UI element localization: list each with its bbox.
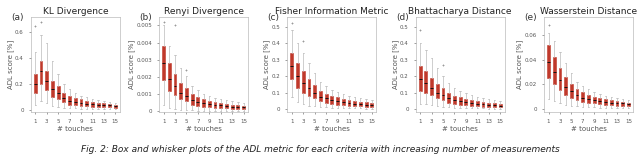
PathPatch shape <box>482 102 484 107</box>
PathPatch shape <box>342 99 345 105</box>
Text: (a): (a) <box>11 13 24 22</box>
PathPatch shape <box>220 103 222 108</box>
PathPatch shape <box>34 74 36 93</box>
PathPatch shape <box>40 61 42 84</box>
PathPatch shape <box>236 105 239 109</box>
PathPatch shape <box>330 96 333 104</box>
PathPatch shape <box>621 102 624 106</box>
PathPatch shape <box>162 46 165 80</box>
PathPatch shape <box>97 103 100 107</box>
PathPatch shape <box>353 101 356 106</box>
PathPatch shape <box>308 79 310 96</box>
PathPatch shape <box>419 66 422 91</box>
PathPatch shape <box>79 99 83 106</box>
PathPatch shape <box>319 91 322 101</box>
PathPatch shape <box>57 87 60 99</box>
PathPatch shape <box>371 103 373 107</box>
Y-axis label: ADL score [%]: ADL score [%] <box>392 40 399 89</box>
PathPatch shape <box>202 99 205 107</box>
PathPatch shape <box>114 105 116 108</box>
PathPatch shape <box>102 103 106 107</box>
PathPatch shape <box>45 71 48 90</box>
Text: Fig. 2: Box and whisker plots of the ADL metric for each criteria with increasin: Fig. 2: Box and whisker plots of the ADL… <box>81 145 559 154</box>
Y-axis label: ADL score [%]: ADL score [%] <box>264 40 270 89</box>
PathPatch shape <box>91 102 94 107</box>
PathPatch shape <box>179 83 182 99</box>
PathPatch shape <box>476 101 479 106</box>
PathPatch shape <box>493 103 496 107</box>
PathPatch shape <box>564 77 567 95</box>
Title: KL Divergence: KL Divergence <box>42 7 108 16</box>
PathPatch shape <box>430 78 433 95</box>
PathPatch shape <box>208 101 211 107</box>
Text: (d): (d) <box>396 13 409 22</box>
PathPatch shape <box>74 98 77 105</box>
PathPatch shape <box>487 103 490 107</box>
PathPatch shape <box>196 97 199 106</box>
PathPatch shape <box>231 105 234 109</box>
PathPatch shape <box>453 95 456 104</box>
PathPatch shape <box>185 88 188 101</box>
PathPatch shape <box>168 63 171 91</box>
PathPatch shape <box>359 102 362 106</box>
PathPatch shape <box>575 89 579 100</box>
PathPatch shape <box>499 104 502 107</box>
PathPatch shape <box>465 99 467 105</box>
PathPatch shape <box>459 97 461 105</box>
Text: (c): (c) <box>268 13 280 22</box>
PathPatch shape <box>447 93 450 103</box>
PathPatch shape <box>68 95 71 105</box>
PathPatch shape <box>587 95 590 103</box>
Title: Fisher Information Metric: Fisher Information Metric <box>275 7 388 16</box>
PathPatch shape <box>336 97 339 105</box>
PathPatch shape <box>225 103 228 108</box>
PathPatch shape <box>436 84 439 98</box>
X-axis label: # touches: # touches <box>442 126 478 132</box>
PathPatch shape <box>581 92 584 102</box>
PathPatch shape <box>324 93 328 103</box>
PathPatch shape <box>296 63 299 88</box>
Text: (e): (e) <box>524 13 537 22</box>
Title: Wasserstein Distance: Wasserstein Distance <box>540 7 637 16</box>
Title: Bhattacharya Distance: Bhattacharya Distance <box>408 7 512 16</box>
PathPatch shape <box>627 103 630 106</box>
PathPatch shape <box>559 68 561 90</box>
X-axis label: # touches: # touches <box>314 126 350 132</box>
PathPatch shape <box>63 93 65 102</box>
PathPatch shape <box>610 100 612 105</box>
PathPatch shape <box>604 99 607 105</box>
PathPatch shape <box>173 74 177 95</box>
PathPatch shape <box>291 53 293 79</box>
Y-axis label: ADL score [%]: ADL score [%] <box>128 40 135 89</box>
Y-axis label: ADL score [%]: ADL score [%] <box>516 40 524 89</box>
PathPatch shape <box>348 100 351 106</box>
PathPatch shape <box>108 104 111 107</box>
PathPatch shape <box>365 102 367 107</box>
PathPatch shape <box>214 102 216 108</box>
Text: (b): (b) <box>140 13 152 22</box>
PathPatch shape <box>616 101 618 106</box>
X-axis label: # touches: # touches <box>186 126 221 132</box>
PathPatch shape <box>442 88 445 100</box>
PathPatch shape <box>191 94 194 105</box>
Y-axis label: ADL score [%]: ADL score [%] <box>7 40 13 89</box>
PathPatch shape <box>314 85 316 98</box>
PathPatch shape <box>242 106 245 109</box>
X-axis label: # touches: # touches <box>58 126 93 132</box>
PathPatch shape <box>547 45 550 78</box>
PathPatch shape <box>424 71 428 93</box>
PathPatch shape <box>593 97 596 103</box>
X-axis label: # touches: # touches <box>570 126 607 132</box>
PathPatch shape <box>85 101 88 106</box>
PathPatch shape <box>570 84 573 98</box>
Title: Renyi Divergence: Renyi Divergence <box>164 7 244 16</box>
PathPatch shape <box>51 81 54 97</box>
PathPatch shape <box>470 100 473 106</box>
PathPatch shape <box>302 71 305 93</box>
PathPatch shape <box>598 98 602 104</box>
PathPatch shape <box>553 57 556 84</box>
